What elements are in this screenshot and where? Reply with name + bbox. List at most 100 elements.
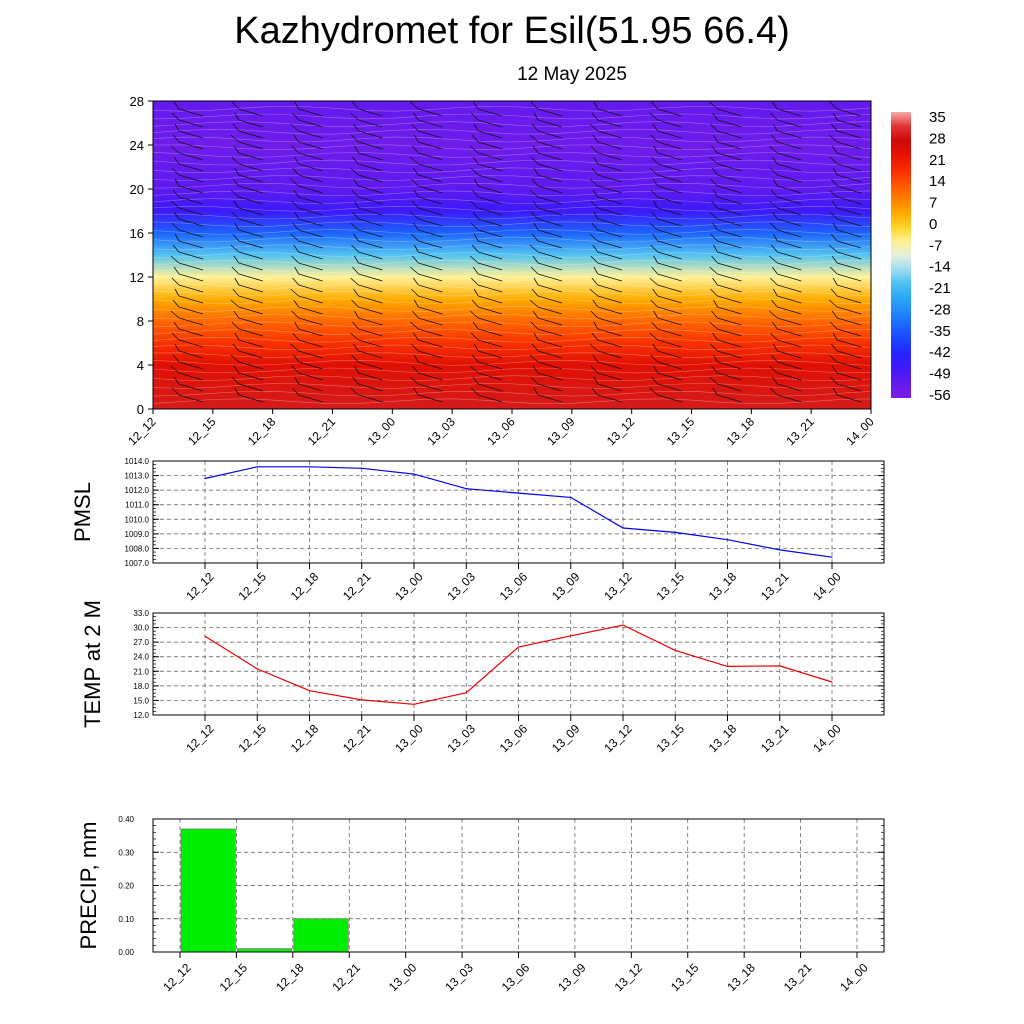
wind-barb (529, 354, 563, 370)
wind-barb (171, 222, 204, 238)
y-tick-label: 30.0 (133, 624, 149, 633)
colorbar-label: -56 (929, 387, 951, 404)
wind-barb (171, 167, 204, 183)
y-axis-label: PRECIP, mm (76, 822, 101, 950)
wind-barb (234, 387, 263, 403)
wind-barb (772, 123, 802, 139)
wind-barb (709, 101, 742, 117)
contour-line (152, 390, 872, 397)
wind-barb (170, 310, 204, 326)
colorbar-label: 21 (929, 152, 946, 169)
x-tick-label: 13_18 (724, 960, 758, 994)
colorbar-ramp (891, 112, 911, 398)
wind-barb (770, 387, 802, 403)
y-tick-label: 0 (137, 402, 144, 417)
wind-barb (531, 288, 563, 304)
wind-barb (471, 244, 503, 260)
wind-barb (771, 354, 802, 370)
wind-barb (649, 222, 682, 238)
wind-barb (830, 178, 862, 194)
contour-line (152, 352, 872, 358)
wind-barb (291, 310, 323, 326)
wind-barb (470, 277, 503, 293)
wind-barb (290, 123, 323, 139)
wind-barb (413, 167, 443, 183)
wind-barb (174, 343, 204, 359)
wind-barb (591, 387, 622, 403)
wind-barb (412, 365, 443, 381)
x-tick-label: 12_21 (305, 414, 339, 448)
wind-barb (769, 200, 802, 216)
wind-barb (294, 211, 323, 227)
wind-barb (170, 200, 204, 216)
wind-barb (350, 167, 383, 183)
x-tick-label: 14_00 (810, 721, 844, 755)
wind-barb (651, 266, 682, 282)
wind-barb (530, 211, 563, 227)
wind-barb (470, 112, 503, 128)
contour-line (152, 136, 872, 143)
contour-line (152, 306, 872, 312)
wind-barb (292, 222, 323, 238)
y-tick-label: 1008.0 (125, 544, 150, 553)
wind-barb (529, 189, 563, 205)
contour-line (152, 267, 872, 274)
x-tick-label: 12_15 (185, 414, 219, 448)
wind-barb (171, 387, 204, 403)
wind-barb (351, 354, 383, 370)
data-point (465, 692, 467, 694)
wind-barb (174, 288, 204, 304)
wind-barb (652, 288, 682, 304)
wind-barb (653, 145, 682, 161)
colorbar-label: 7 (929, 195, 937, 212)
wind-barb (590, 200, 622, 216)
wind-barb (829, 376, 862, 392)
wind-barb (530, 376, 563, 392)
wind-barb (232, 343, 263, 359)
wind-barb (353, 288, 383, 304)
wind-barb (592, 354, 622, 370)
contour-line (152, 175, 872, 181)
contour-line (152, 167, 872, 174)
colorbar-label: 14 (929, 173, 946, 190)
wind-barb (230, 189, 263, 205)
x-tick-label: 13_15 (668, 960, 702, 994)
wind-barb (652, 233, 682, 249)
wind-barb (649, 332, 682, 348)
precip-bar (293, 918, 349, 953)
wind-barb (653, 200, 682, 216)
wind-barb (470, 332, 503, 348)
wind-barb (532, 255, 563, 271)
wind-barb (533, 332, 563, 348)
wind-barb (593, 321, 622, 337)
wind-barb (590, 255, 622, 271)
plot-frame (152, 612, 885, 716)
x-tick-label: 13_12 (601, 721, 635, 755)
contour-line (152, 106, 872, 112)
wind-barb (291, 145, 323, 161)
wind-barb (173, 321, 204, 337)
wind-barb (231, 321, 263, 337)
wind-barb (832, 387, 862, 403)
wind-barb (351, 299, 383, 315)
wind-barb (770, 167, 802, 183)
wind-barb (649, 112, 682, 128)
x-tick-label: 13_21 (781, 960, 815, 994)
y-tick-label: 1009.0 (125, 530, 150, 539)
x-tick-label: 12_21 (340, 569, 374, 603)
wind-barb (472, 211, 503, 227)
wind-barb (171, 277, 204, 293)
wind-barb (593, 156, 622, 172)
wind-barb (413, 387, 443, 403)
contour-line (152, 182, 872, 189)
wind-barb (712, 167, 742, 183)
x-tick-label: 13_00 (365, 414, 399, 448)
contour-line (152, 290, 872, 297)
contour-line (152, 213, 872, 220)
wind-barb (410, 266, 443, 282)
colorbar-label: -35 (929, 323, 951, 340)
x-tick-label: 12_12 (125, 414, 159, 448)
x-tick-label: 12_15 (235, 721, 269, 755)
contour-line (152, 344, 872, 351)
y-tick-label: 24 (130, 138, 144, 153)
